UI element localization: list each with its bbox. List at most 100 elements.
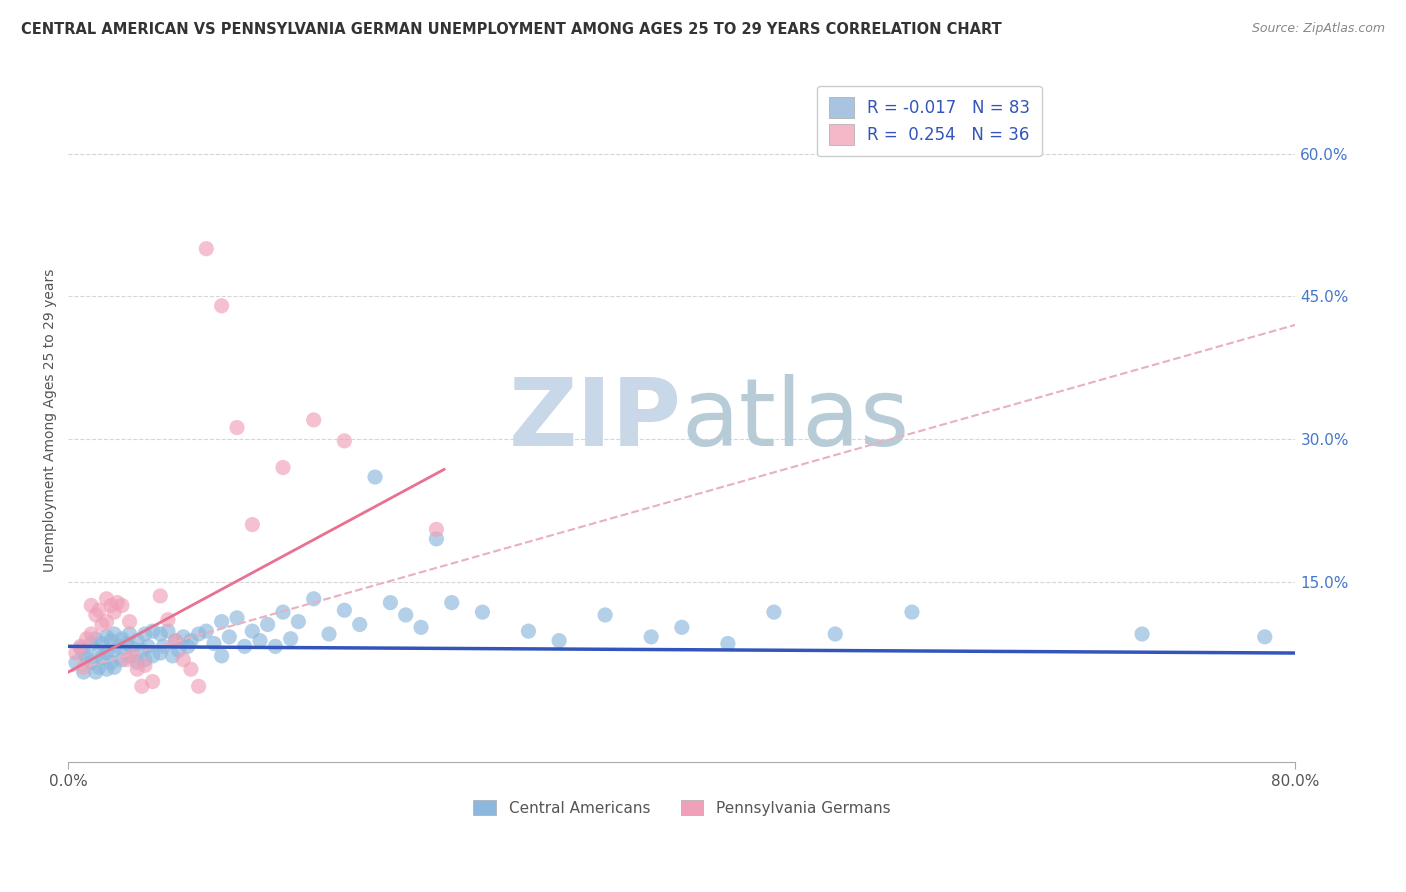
Point: [84, 665, 107, 679]
Point: [302, 591, 325, 606]
Point: [72, 646, 94, 660]
Point: [180, 662, 202, 676]
Point: [156, 624, 179, 639]
Point: [226, 420, 249, 434]
Point: [91, 650, 114, 665]
Point: [1254, 630, 1277, 644]
Point: [87, 646, 110, 660]
Point: [271, 605, 294, 619]
Text: Source: ZipAtlas.com: Source: ZipAtlas.com: [1251, 22, 1385, 36]
Point: [187, 627, 209, 641]
Point: [156, 613, 179, 627]
Point: [96, 662, 118, 676]
Point: [142, 674, 165, 689]
Point: [118, 615, 141, 629]
Point: [136, 640, 159, 654]
Point: [165, 633, 187, 648]
Point: [115, 653, 138, 667]
Point: [395, 607, 418, 622]
Point: [349, 617, 371, 632]
Point: [149, 646, 172, 660]
Point: [118, 627, 141, 641]
Point: [162, 648, 184, 663]
Point: [671, 620, 693, 634]
Point: [76, 632, 98, 646]
Point: [380, 596, 402, 610]
Point: [115, 636, 138, 650]
Point: [100, 656, 122, 670]
Legend: Central Americans, Pennsylvania Germans: Central Americans, Pennsylvania Germans: [465, 792, 898, 823]
Point: [87, 603, 110, 617]
Point: [280, 632, 302, 646]
Point: [76, 650, 98, 665]
Point: [517, 624, 540, 639]
Point: [72, 660, 94, 674]
Point: [105, 596, 128, 610]
Point: [152, 640, 174, 654]
Point: [96, 646, 118, 660]
Point: [226, 611, 249, 625]
Point: [84, 607, 107, 622]
Point: [333, 434, 356, 448]
Point: [167, 643, 190, 657]
Point: [901, 605, 924, 619]
Point: [202, 636, 225, 650]
Point: [240, 624, 263, 639]
Point: [172, 653, 194, 667]
Point: [593, 607, 616, 622]
Point: [211, 648, 233, 663]
Point: [824, 627, 846, 641]
Point: [195, 624, 218, 639]
Point: [165, 633, 187, 648]
Point: [65, 646, 87, 660]
Point: [121, 641, 143, 656]
Point: [440, 596, 463, 610]
Point: [762, 605, 785, 619]
Point: [103, 660, 125, 674]
Point: [100, 633, 122, 648]
Point: [134, 658, 156, 673]
Point: [96, 630, 118, 644]
Text: CENTRAL AMERICAN VS PENNSYLVANIA GERMAN UNEMPLOYMENT AMONG AGES 25 TO 29 YEARS C: CENTRAL AMERICAN VS PENNSYLVANIA GERMAN …: [21, 22, 1002, 37]
Point: [121, 648, 143, 663]
Point: [127, 633, 149, 648]
Point: [717, 636, 740, 650]
Point: [87, 660, 110, 674]
Point: [91, 636, 114, 650]
Point: [149, 589, 172, 603]
Point: [425, 522, 447, 536]
Point: [65, 656, 87, 670]
Point: [84, 632, 107, 646]
Point: [80, 599, 103, 613]
Point: [142, 624, 165, 639]
Point: [187, 679, 209, 693]
Point: [96, 591, 118, 606]
Point: [127, 662, 149, 676]
Point: [80, 627, 103, 641]
Point: [1130, 627, 1153, 641]
Point: [111, 632, 134, 646]
Point: [271, 460, 294, 475]
Point: [177, 640, 200, 654]
Text: atlas: atlas: [682, 374, 910, 466]
Point: [134, 627, 156, 641]
Point: [103, 643, 125, 657]
Point: [111, 653, 134, 667]
Point: [131, 679, 153, 693]
Point: [69, 641, 91, 656]
Point: [302, 413, 325, 427]
Point: [195, 242, 218, 256]
Point: [211, 615, 233, 629]
Point: [471, 605, 494, 619]
Point: [131, 643, 153, 657]
Point: [249, 633, 271, 648]
Point: [233, 640, 256, 654]
Point: [364, 470, 387, 484]
Y-axis label: Unemployment Among Ages 25 to 29 years: Unemployment Among Ages 25 to 29 years: [44, 268, 58, 572]
Point: [333, 603, 356, 617]
Point: [69, 640, 91, 654]
Point: [287, 615, 309, 629]
Point: [72, 665, 94, 679]
Point: [548, 633, 571, 648]
Point: [264, 640, 287, 654]
